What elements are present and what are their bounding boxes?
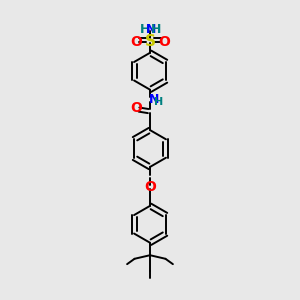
Text: O: O: [130, 101, 142, 116]
Text: H: H: [140, 22, 150, 35]
Text: O: O: [158, 34, 170, 49]
Text: O: O: [130, 34, 142, 49]
Text: S: S: [145, 34, 155, 49]
Text: H: H: [152, 22, 162, 35]
Text: N: N: [148, 93, 159, 106]
Text: O: O: [144, 180, 156, 194]
Text: N: N: [146, 22, 156, 35]
Text: H: H: [154, 97, 164, 106]
